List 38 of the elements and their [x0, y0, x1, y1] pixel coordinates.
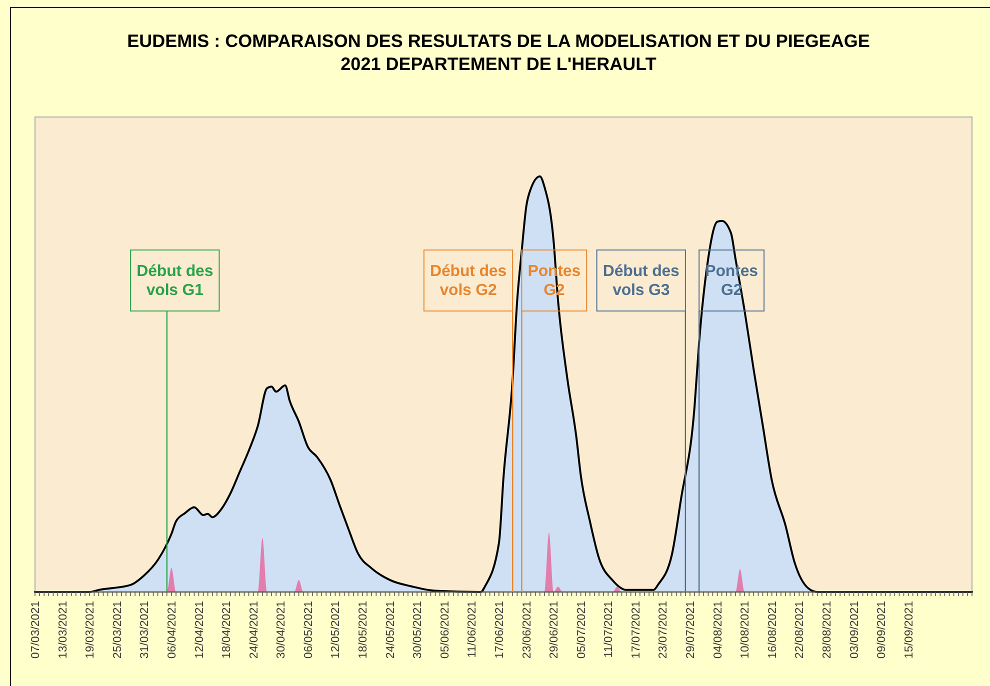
x-tick-label: 19/03/2021 [84, 601, 97, 659]
x-tick-label: 04/08/2021 [712, 601, 724, 659]
x-tick-label: 09/09/2021 [876, 601, 888, 659]
x-tick-label: 30/05/2021 [412, 601, 424, 659]
x-tick-label: 23/07/2021 [658, 601, 670, 659]
x-tick-label: 15/09/2021 [903, 601, 916, 659]
x-tick-label: 05/06/2021 [439, 601, 452, 659]
ref-line-label: Début des vols G1 [136, 263, 214, 299]
x-tick-label: 29/07/2021 [685, 601, 698, 659]
x-tick-label: 17/06/2021 [494, 601, 506, 659]
x-tick-label: 13/03/2021 [57, 601, 70, 659]
x-tick-label: 07/03/2021 [30, 601, 42, 659]
x-tick-label: 05/07/2021 [576, 601, 588, 659]
x-tick-label: 30/04/2021 [276, 601, 288, 659]
x-tick-label: 22/08/2021 [794, 601, 806, 659]
ref-line-label: Début des vols G3 [602, 263, 680, 299]
x-tick-label: 06/04/2021 [166, 601, 178, 659]
x-tick-label: 10/08/2021 [740, 601, 752, 659]
chart-subtitle: 2021 DEPARTEMENT DE L'HERAULT [340, 54, 656, 74]
chart-title: EUDEMIS : COMPARAISON DES RESULTATS DE LA MODELISATION ET DU PIEGEAGE [127, 31, 870, 51]
x-tick-label: 25/03/2021 [112, 601, 124, 659]
x-tick-label: 11/07/2021 [603, 601, 616, 658]
x-tick-label: 23/06/2021 [521, 601, 534, 659]
x-tick-label: 12/04/2021 [194, 601, 206, 659]
x-tick-label: 18/04/2021 [221, 601, 234, 659]
x-tick-label: 31/03/2021 [139, 601, 152, 659]
x-tick-label: 12/05/2021 [330, 601, 342, 659]
x-tick-label: 11/06/2021 [466, 601, 479, 658]
x-tick-label: 18/05/2021 [358, 601, 370, 659]
x-tick-label: 17/07/2021 [630, 601, 642, 659]
x-tick-label: 06/05/2021 [302, 601, 315, 659]
x-tick-label: 24/04/2021 [248, 601, 260, 659]
ref-line-label: Début des vols G2 [430, 263, 507, 299]
x-tick-label: 24/05/2021 [384, 601, 397, 659]
x-tick-label: 29/06/2021 [548, 601, 561, 659]
x-tick-label: 03/09/2021 [848, 601, 861, 659]
x-tick-label: 28/08/2021 [821, 601, 834, 659]
x-tick-label: 16/08/2021 [766, 601, 779, 659]
